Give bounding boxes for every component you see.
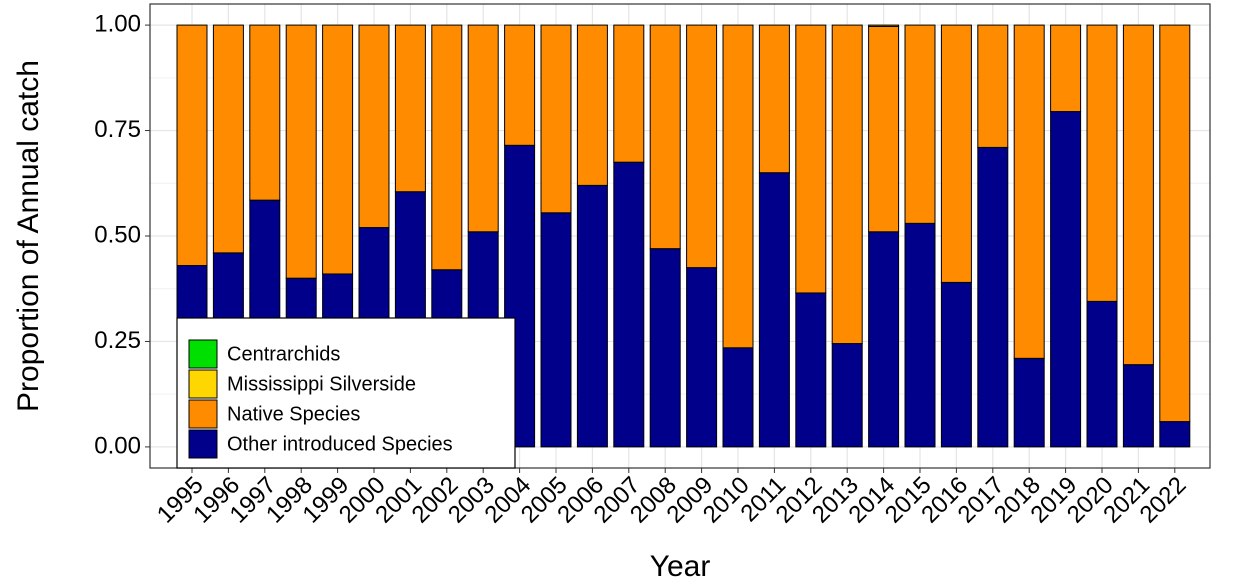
bar-segment xyxy=(940,281,972,448)
legend-box xyxy=(176,317,516,469)
bar-segment xyxy=(1086,300,1118,448)
y-tick-label: 0.75 xyxy=(94,116,141,143)
bar-segment xyxy=(1050,111,1082,448)
bar-segment xyxy=(1122,24,1154,366)
bar-segment xyxy=(722,347,754,448)
bar-segment xyxy=(977,146,1009,448)
y-axis-title: Proportion of Annual catch xyxy=(12,60,45,412)
bar-segment xyxy=(613,161,645,448)
bar-segment xyxy=(1013,357,1045,448)
bar-segment xyxy=(868,25,900,233)
bar-segment xyxy=(576,184,608,448)
legend-swatch xyxy=(188,399,218,429)
bar-segment xyxy=(1086,24,1118,302)
y-tick-label: 0.50 xyxy=(94,221,141,248)
bar-segment xyxy=(322,24,354,275)
bar-segment xyxy=(358,24,390,229)
bar-segment xyxy=(831,343,863,448)
bar-segment xyxy=(540,24,572,214)
bar-segment xyxy=(831,24,863,345)
bar-segment xyxy=(1050,24,1082,113)
y-tick-label: 0.00 xyxy=(94,432,141,459)
bar-segment xyxy=(795,292,827,448)
legend-label: Mississippi Silverside xyxy=(227,373,416,395)
panel-border xyxy=(149,3,1211,469)
bar-segment xyxy=(431,24,463,271)
bar-segment xyxy=(394,24,426,193)
y-tick-label: 1.00 xyxy=(94,10,141,37)
legend-swatch xyxy=(188,339,218,369)
x-axis-title: Year xyxy=(650,550,711,583)
bar-segment xyxy=(176,24,208,267)
bar-segment xyxy=(249,24,281,201)
bar-segment xyxy=(977,24,1009,148)
bar-segment xyxy=(649,248,681,448)
bar-segment xyxy=(904,24,936,224)
bar-segment xyxy=(540,212,572,448)
bar-segment xyxy=(1013,24,1045,359)
bar-segment xyxy=(686,24,718,269)
bar-segment xyxy=(613,24,645,163)
bar-segment xyxy=(649,24,681,250)
bar-segment xyxy=(904,222,936,448)
bar-segment xyxy=(212,24,244,254)
bar-segment xyxy=(758,24,790,174)
bar-segment xyxy=(1159,421,1191,448)
bar-segment xyxy=(504,24,536,146)
legend-swatch xyxy=(188,429,218,459)
bar-segment xyxy=(285,24,317,279)
bar-segment xyxy=(758,172,790,448)
bar-segment xyxy=(576,24,608,186)
bar-segment xyxy=(467,24,499,233)
bar-segment xyxy=(795,24,827,294)
bar-segment xyxy=(722,24,754,349)
bar-segment xyxy=(868,24,900,27)
bar-segment xyxy=(1159,24,1191,423)
legend-label: Native Species xyxy=(227,403,360,425)
bar-segment xyxy=(868,231,900,448)
y-tick-label: 0.25 xyxy=(94,327,141,354)
bar-segment xyxy=(940,24,972,283)
legend-swatch xyxy=(188,369,218,399)
legend-label: Other introduced Species xyxy=(227,433,453,455)
bar-segment xyxy=(686,267,718,448)
legend-label: Centrarchids xyxy=(227,343,340,365)
bar-segment xyxy=(1122,364,1154,448)
